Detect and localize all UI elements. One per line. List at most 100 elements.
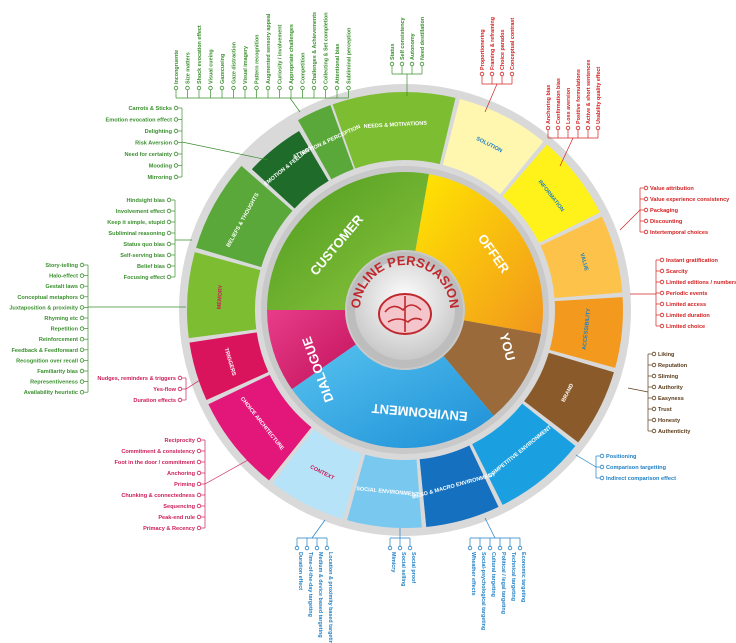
attention-item: Curiosity / involvement [278, 24, 284, 84]
competitive-link [575, 454, 597, 468]
outer-segment-memory[interactable] [186, 252, 261, 339]
attention-bullet [334, 85, 340, 91]
context-item: Duration effect [297, 552, 303, 590]
attention-bullet [208, 85, 213, 91]
choice-bullet [196, 481, 202, 487]
outer-segment-value[interactable] [540, 216, 623, 298]
social-bullet [397, 545, 403, 551]
attention-bullet [173, 85, 179, 91]
context-bullet [314, 545, 320, 551]
outer-segment-competitive[interactable] [472, 403, 576, 505]
emotion-bullet [173, 117, 179, 122]
beliefs-item: Keep it simple, stupid [107, 220, 165, 226]
outer-segment-beliefs[interactable] [196, 165, 293, 268]
outer-segment-choice[interactable] [208, 374, 312, 481]
outer-segment-emotion[interactable] [251, 130, 329, 209]
information-link [559, 137, 574, 167]
inner-segment-environment[interactable] [291, 344, 494, 448]
solution-item: Framing & reframing [490, 17, 496, 70]
emotion-item: Mirroring [147, 175, 172, 181]
outer-segment-accessibility[interactable] [549, 297, 623, 368]
outer-segment-information[interactable] [502, 144, 600, 243]
memory-bullet [79, 315, 85, 321]
context-bullet [294, 545, 300, 551]
brand-item: Easyness [658, 396, 684, 402]
inner-segment-offer[interactable] [415, 174, 543, 334]
choice-bullet [196, 470, 202, 476]
needs-item: Need destillation [420, 17, 426, 60]
beliefs-item: Self-serving bias [120, 253, 165, 259]
attention-item: Competition [301, 53, 307, 84]
beliefs-item: Focusing effect [124, 275, 165, 281]
outer-segment-needs[interactable] [332, 92, 456, 169]
attention-bullet [219, 85, 225, 91]
outer-segment-social[interactable] [347, 454, 422, 528]
segment-label-accessibility: ACCESSIBILITY [582, 308, 592, 351]
inner-segment-dialogue[interactable] [267, 310, 356, 390]
meso-item: Political / legal targeting [500, 552, 506, 614]
choice-link [204, 459, 249, 485]
competitive-bullet [599, 475, 605, 481]
outer-segment-solution[interactable] [442, 99, 544, 195]
beliefs-bullet [166, 274, 172, 280]
information-bullet [575, 125, 581, 131]
beliefs-bullet [166, 241, 172, 247]
attention-item: Size matters [186, 52, 192, 84]
inner-segment-customer[interactable] [267, 171, 429, 310]
solution-bullet [509, 71, 515, 77]
context-link [311, 519, 326, 539]
meso-item: Technical targeting [510, 552, 516, 601]
solution-bullet [479, 71, 485, 77]
attention-bullet [346, 85, 351, 91]
brand-link [627, 387, 649, 393]
accessibility-item: Limited choice [666, 324, 705, 330]
social-bullet [387, 545, 393, 551]
attention-bullet [185, 85, 190, 91]
emotion-bullet [173, 163, 179, 168]
beliefs-bullet [166, 230, 172, 236]
information-item: Anchoring bias [546, 85, 552, 124]
triggers-item: Duration effects [133, 398, 176, 404]
attention-bullet [254, 85, 259, 91]
outer-segment-context[interactable] [272, 429, 363, 519]
memory-bullet [79, 305, 85, 310]
beliefs-item: Belief bias [137, 264, 165, 270]
information-item: Usability quality effect [596, 67, 602, 124]
choice-bullet [196, 514, 202, 520]
attention-item: Incongruente [174, 50, 180, 84]
social-item: Mimicry [390, 552, 396, 572]
brand-bullet [651, 373, 657, 379]
information-item: Active & short sentences [586, 60, 592, 124]
context-item: Time-of-the-day targeting [307, 552, 313, 617]
attention-bullet [231, 85, 236, 91]
outer-segment-triggers[interactable] [189, 332, 269, 401]
memory-item: Rhyming etc [44, 316, 78, 322]
meso-bullet [477, 545, 483, 551]
beliefs-bullet [166, 252, 172, 258]
inner-segment-you[interactable] [443, 320, 541, 416]
segment-label-needs: NEEDS & MOTIVATIONS [364, 121, 428, 130]
meso-item: Social-psychological targeting [480, 552, 486, 630]
accessibility-item: Instant gratification [666, 258, 718, 264]
emotion-item: Need for certainty [124, 152, 172, 158]
accessibility-item: Limited access [666, 302, 706, 308]
memory-item: Representiveness [30, 380, 78, 386]
choice-bullet [196, 448, 202, 454]
attention-item: Gazecueing [220, 54, 226, 84]
meso-bullet [467, 545, 473, 551]
brand-item: Sliming [658, 374, 679, 380]
triggers-item: Nudges, reminders & triggers [97, 376, 176, 382]
choice-item: Anchoring [167, 471, 196, 477]
choice-bullet [196, 459, 202, 465]
outer-segment-brand[interactable] [524, 352, 614, 443]
outer-segment-meso[interactable] [419, 445, 499, 527]
attention-item: Shock evocation effect [197, 25, 203, 84]
value-bullet [643, 185, 649, 191]
attention-item: Attentional bias [335, 44, 341, 84]
information-item: Positive formulations [576, 69, 582, 124]
emotion-item: Carrots & Sticks [128, 106, 172, 112]
brand-bullet [651, 395, 657, 401]
memory-item: Gestalt laws [45, 284, 78, 290]
competitive-item: Indirect comparison effect [606, 476, 676, 482]
